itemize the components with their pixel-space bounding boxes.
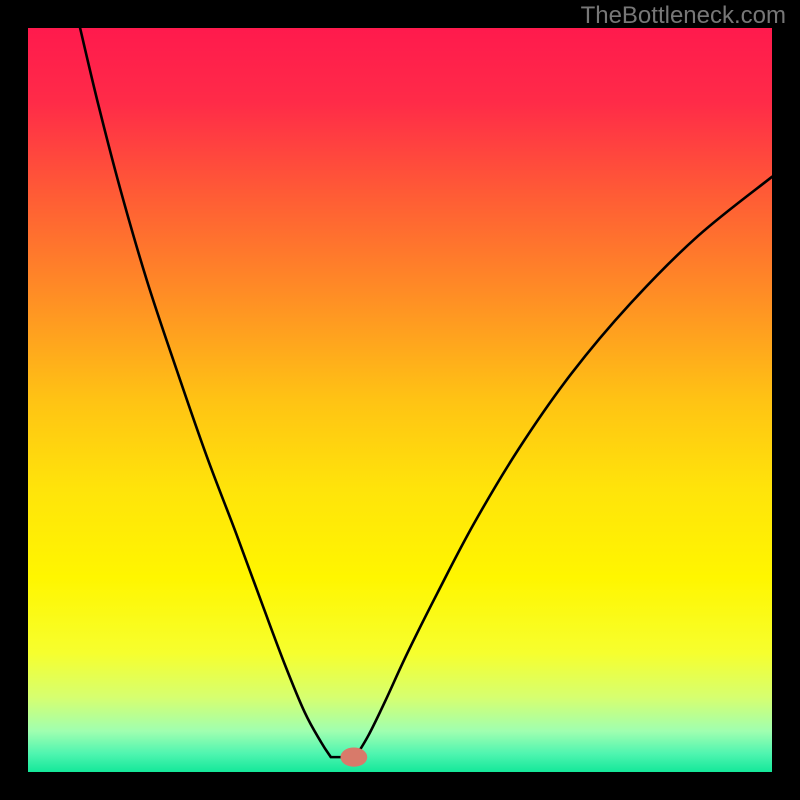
- optimum-marker: [340, 747, 367, 766]
- watermark-text: TheBottleneck.com: [581, 2, 786, 30]
- gradient-background: [28, 28, 772, 772]
- bottleneck-chart: [28, 28, 772, 772]
